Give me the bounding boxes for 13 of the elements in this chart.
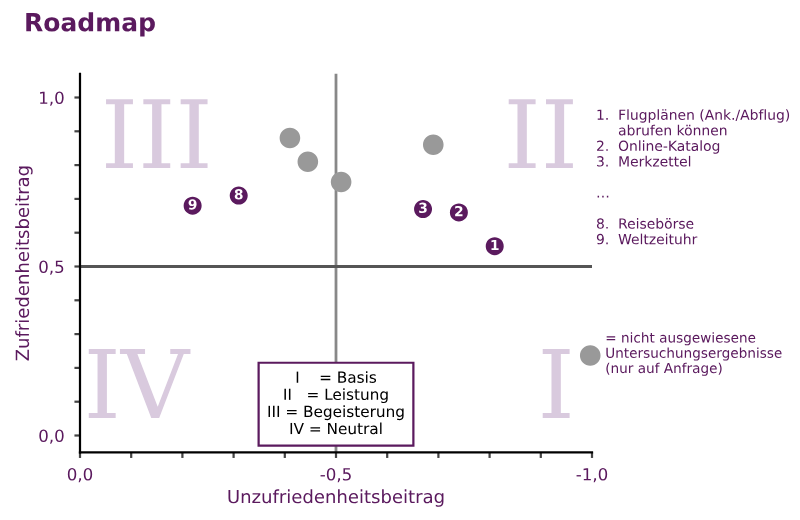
point <box>330 171 352 193</box>
x-tick-label: -0,5 <box>320 467 351 483</box>
y-tick-label: 0,5 <box>39 260 64 275</box>
chart-title: Roadmap <box>26 12 155 37</box>
y-axis-title: Zufriedenheitsbeitrag <box>15 166 33 361</box>
point <box>422 134 444 156</box>
y-tick-label: 1,0 <box>40 91 64 106</box>
x-tick-label: -1,0 <box>576 467 608 483</box>
point <box>297 151 319 173</box>
y-tick-label: 0,0 <box>39 429 64 444</box>
x-tick-label: 0,0 <box>67 467 93 483</box>
point <box>279 127 301 149</box>
x-axis-title: Unzufriedenheitsbeitrag <box>228 489 444 507</box>
